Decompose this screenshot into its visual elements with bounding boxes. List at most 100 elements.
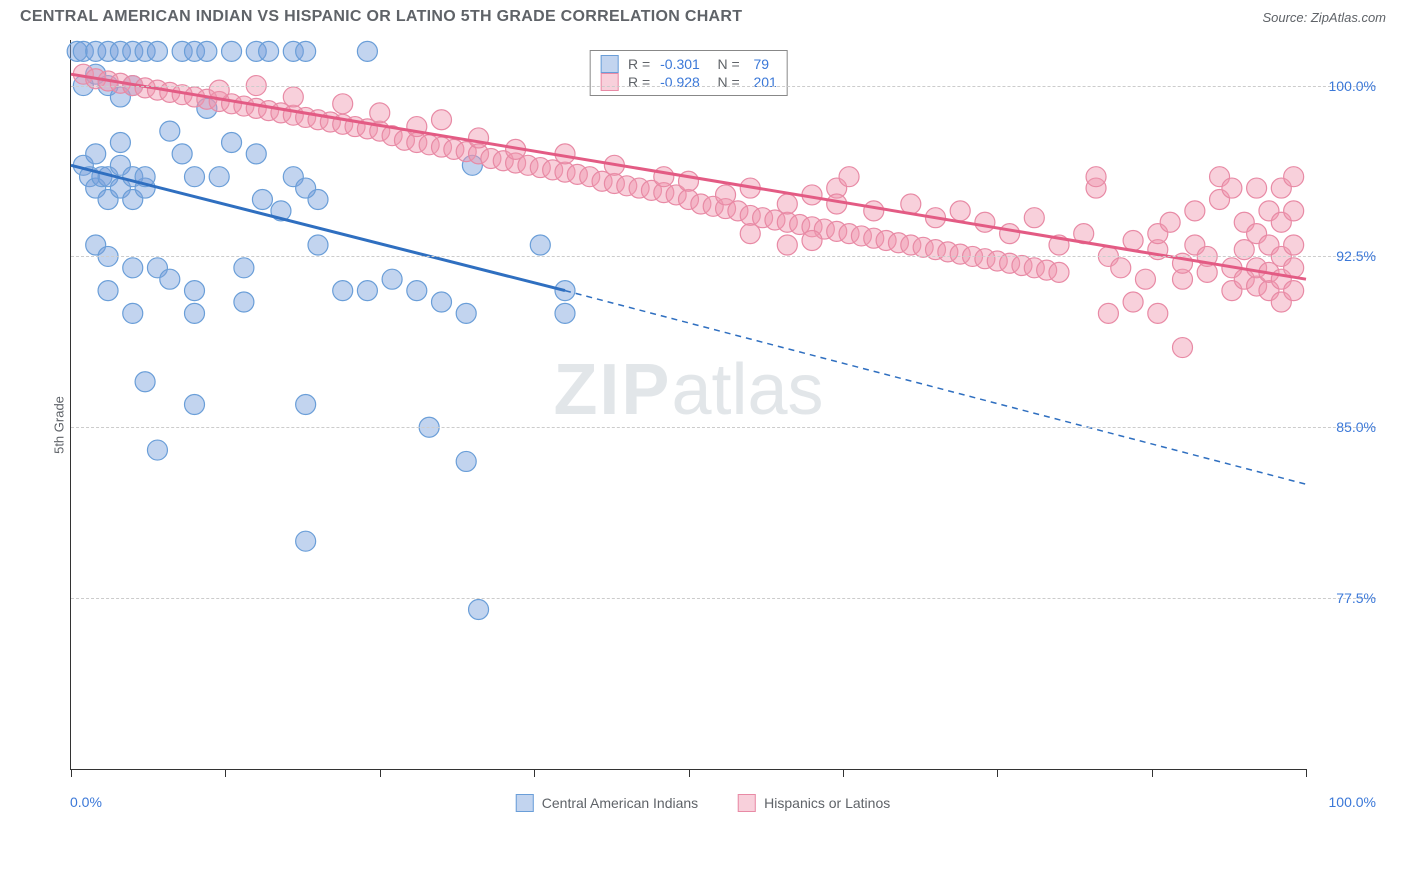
stat-n-value: 201 — [750, 74, 777, 90]
data-point — [185, 281, 205, 301]
x-axis-label-max: 100.0% — [1329, 794, 1376, 810]
data-point — [357, 281, 377, 301]
data-point — [123, 258, 143, 278]
legend-swatch-icon — [600, 73, 618, 91]
data-point — [296, 41, 316, 61]
data-point — [530, 235, 550, 255]
y-tick-label: 100.0% — [1316, 78, 1376, 94]
x-tick — [380, 769, 381, 777]
data-point — [246, 144, 266, 164]
stats-row: R = -0.928 N = 201 — [600, 73, 777, 91]
data-point — [1123, 292, 1143, 312]
data-point — [555, 303, 575, 323]
chart-title: CENTRAL AMERICAN INDIAN VS HISPANIC OR L… — [20, 8, 742, 26]
x-tick — [1306, 769, 1307, 777]
data-point — [185, 395, 205, 415]
data-point — [222, 41, 242, 61]
data-point — [1284, 201, 1304, 221]
data-point — [1284, 167, 1304, 187]
data-point — [950, 201, 970, 221]
x-tick — [689, 769, 690, 777]
legend-label: Central American Indians — [542, 795, 698, 811]
y-axis-label: 5th Grade — [51, 396, 66, 454]
stat-n-value: 79 — [750, 56, 769, 72]
data-point — [1284, 235, 1304, 255]
data-point — [333, 281, 353, 301]
data-point — [382, 269, 402, 289]
data-point — [308, 235, 328, 255]
data-point — [1049, 262, 1069, 282]
y-tick-label: 85.0% — [1316, 419, 1376, 435]
data-point — [1123, 230, 1143, 250]
stat-label: N = — [706, 74, 744, 90]
data-point — [716, 185, 736, 205]
data-point — [234, 258, 254, 278]
stat-r-value: -0.301 — [660, 56, 700, 72]
data-point — [839, 167, 859, 187]
x-axis-label-min: 0.0% — [70, 794, 102, 810]
data-point — [135, 372, 155, 392]
data-point — [147, 41, 167, 61]
x-tick — [1152, 769, 1153, 777]
data-point — [1086, 167, 1106, 187]
data-point — [296, 395, 316, 415]
plot-area: ZIPatlas R = -0.301 N = 79 R = -0.928 N … — [70, 40, 1306, 770]
data-point — [827, 194, 847, 214]
data-point — [1284, 281, 1304, 301]
data-point — [802, 230, 822, 250]
plot-svg — [71, 40, 1306, 769]
data-point — [432, 110, 452, 130]
x-tick — [843, 769, 844, 777]
data-point — [234, 292, 254, 312]
gridline — [71, 427, 1376, 428]
trend-line — [71, 165, 565, 290]
legend-item: Central American Indians — [516, 794, 698, 812]
x-tick — [997, 769, 998, 777]
data-point — [252, 189, 272, 209]
chart-header: CENTRAL AMERICAN INDIAN VS HISPANIC OR L… — [0, 0, 1406, 30]
data-point — [123, 303, 143, 323]
data-point — [1000, 224, 1020, 244]
stats-row: R = -0.301 N = 79 — [600, 55, 777, 73]
data-point — [160, 269, 180, 289]
gridline — [71, 86, 1376, 87]
chart-container: 5th Grade ZIPatlas R = -0.301 N = 79 R =… — [20, 30, 1386, 820]
data-point — [469, 128, 489, 148]
data-point — [209, 167, 229, 187]
data-point — [160, 121, 180, 141]
legend-label: Hispanics or Latinos — [764, 795, 890, 811]
stat-r-value: -0.928 — [660, 74, 700, 90]
data-point — [1111, 258, 1131, 278]
data-point — [185, 167, 205, 187]
data-point — [777, 235, 797, 255]
legend-swatch-icon — [516, 794, 534, 812]
data-point — [147, 440, 167, 460]
data-point — [296, 178, 316, 198]
x-tick — [71, 769, 72, 777]
data-point — [777, 194, 797, 214]
data-point — [259, 41, 279, 61]
legend-swatch-icon — [738, 794, 756, 812]
data-point — [370, 103, 390, 123]
data-point — [740, 224, 760, 244]
data-point — [1160, 212, 1180, 232]
data-point — [654, 167, 674, 187]
stat-label: R = — [624, 56, 654, 72]
data-point — [432, 292, 452, 312]
trend-line — [71, 74, 1306, 279]
gridline — [71, 256, 1376, 257]
data-point — [456, 451, 476, 471]
stat-label: R = — [624, 74, 654, 90]
data-point — [1185, 201, 1205, 221]
data-point — [86, 144, 106, 164]
data-point — [283, 87, 303, 107]
data-point — [407, 281, 427, 301]
data-point — [975, 212, 995, 232]
data-point — [333, 94, 353, 114]
x-tick — [225, 769, 226, 777]
trend-line-extension — [565, 291, 1306, 485]
y-tick-label: 92.5% — [1316, 248, 1376, 264]
stat-label: N = — [706, 56, 744, 72]
data-point — [864, 201, 884, 221]
legend: Central American Indians Hispanics or Lat… — [516, 794, 890, 812]
